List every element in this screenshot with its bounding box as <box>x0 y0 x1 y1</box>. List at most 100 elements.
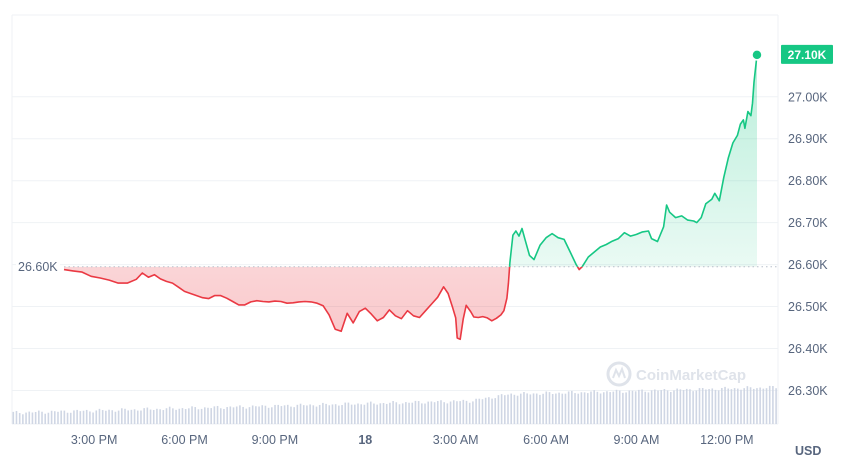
volume-bar <box>175 409 177 424</box>
volume-bar <box>63 410 66 424</box>
volume-bar <box>392 401 394 424</box>
x-tick-label: 6:00 PM <box>161 433 208 447</box>
volume-bar <box>204 407 206 424</box>
volume-bar <box>644 391 647 424</box>
coinmarketcap-logo-icon <box>606 361 632 387</box>
reference-label: 26.60K <box>16 257 60 274</box>
volume-bar <box>507 394 509 424</box>
volume-bar <box>328 405 331 424</box>
volume-bar <box>213 406 216 424</box>
volume-bar <box>564 393 567 424</box>
y-tick-label: 26.70K <box>788 216 828 230</box>
volume-bar <box>641 389 643 424</box>
y-tick-label: 26.30K <box>788 384 828 398</box>
volume-bar <box>47 412 50 424</box>
volume-bar <box>111 410 114 424</box>
volume-bar <box>178 408 181 424</box>
volume-bar <box>682 390 685 424</box>
volume-bar <box>484 397 487 424</box>
volume-bar <box>184 409 187 424</box>
volume-bar <box>274 404 276 424</box>
volume-bar <box>433 402 436 424</box>
volume-bar <box>775 388 777 424</box>
volume-bar <box>721 388 723 424</box>
volume-bar <box>618 390 621 424</box>
volume-bar <box>730 389 733 424</box>
price-line-up <box>508 54 758 267</box>
volume-bar <box>197 409 200 424</box>
volume-bar <box>743 388 745 424</box>
volume-bar <box>271 407 273 424</box>
volume-bar <box>459 401 461 424</box>
volume-bar <box>456 401 458 424</box>
volume-bar <box>299 403 302 424</box>
volume-bar <box>159 409 161 424</box>
volume-bar <box>44 413 47 424</box>
volume-bar <box>242 406 244 424</box>
currency-label: USD <box>795 444 821 458</box>
volume-bar <box>475 398 477 424</box>
price-line-down <box>63 266 584 341</box>
volume-bar <box>347 402 350 424</box>
volume-bar <box>542 393 544 424</box>
volume-bar <box>338 405 340 424</box>
volume-bar <box>555 393 557 424</box>
volume-bar <box>53 411 56 424</box>
volume-bar <box>331 404 334 424</box>
volume-bar <box>436 401 439 424</box>
grid-lines <box>11 14 779 425</box>
volume-bar <box>261 405 264 424</box>
volume-bar <box>92 412 94 424</box>
volume-bar <box>152 409 155 424</box>
x-tick-label: 9:00 PM <box>252 433 299 447</box>
volume-bar <box>207 407 209 424</box>
volume-bar <box>219 408 222 424</box>
volume-bar <box>583 392 586 424</box>
volume-bar <box>66 412 69 424</box>
volume-bar <box>181 408 184 424</box>
volume-bar <box>740 389 742 424</box>
volume-bar <box>567 391 570 424</box>
volume-bar <box>124 408 126 424</box>
volume-bar <box>312 405 315 424</box>
volume-bar <box>360 404 362 424</box>
volume-bar <box>322 402 324 424</box>
volume-bar <box>210 408 212 424</box>
volume-bar <box>481 399 484 424</box>
volume-bar <box>657 390 659 424</box>
volume-bar <box>344 402 347 424</box>
volume-bar <box>277 404 279 424</box>
volume-bar <box>50 410 53 424</box>
volume-bar <box>523 392 525 424</box>
volume-bar <box>532 393 535 424</box>
volume-bars <box>12 385 777 424</box>
volume-bar <box>149 409 152 424</box>
volume-bar <box>666 390 669 424</box>
volume-bar <box>354 404 356 424</box>
volume-bar <box>414 400 417 424</box>
volume-bar <box>430 401 433 424</box>
volume-bar <box>756 388 758 424</box>
volume-bar <box>590 391 592 424</box>
volume-bar <box>165 408 168 424</box>
volume-bar <box>526 393 528 424</box>
volume-bar <box>15 410 18 424</box>
volume-bar <box>98 408 101 424</box>
volume-bar <box>449 401 452 424</box>
volume-bar <box>95 410 98 424</box>
volume-bar <box>114 411 117 424</box>
volume-bar <box>376 404 378 424</box>
volume-bar <box>248 407 251 424</box>
x-tick-label: 6:00 AM <box>523 433 569 447</box>
reference-label-text: 26.60K <box>18 260 58 274</box>
volume-bar <box>411 402 414 424</box>
volume-bar <box>373 403 375 424</box>
volume-bar <box>462 399 465 424</box>
y-tick-label: 26.80K <box>788 174 828 188</box>
watermark: CoinMarketCap <box>606 361 746 387</box>
y-tick-label: 26.90K <box>788 132 828 146</box>
volume-bar <box>146 407 149 424</box>
x-tick-label: 9:00 AM <box>614 433 660 447</box>
volume-bar <box>558 392 560 424</box>
